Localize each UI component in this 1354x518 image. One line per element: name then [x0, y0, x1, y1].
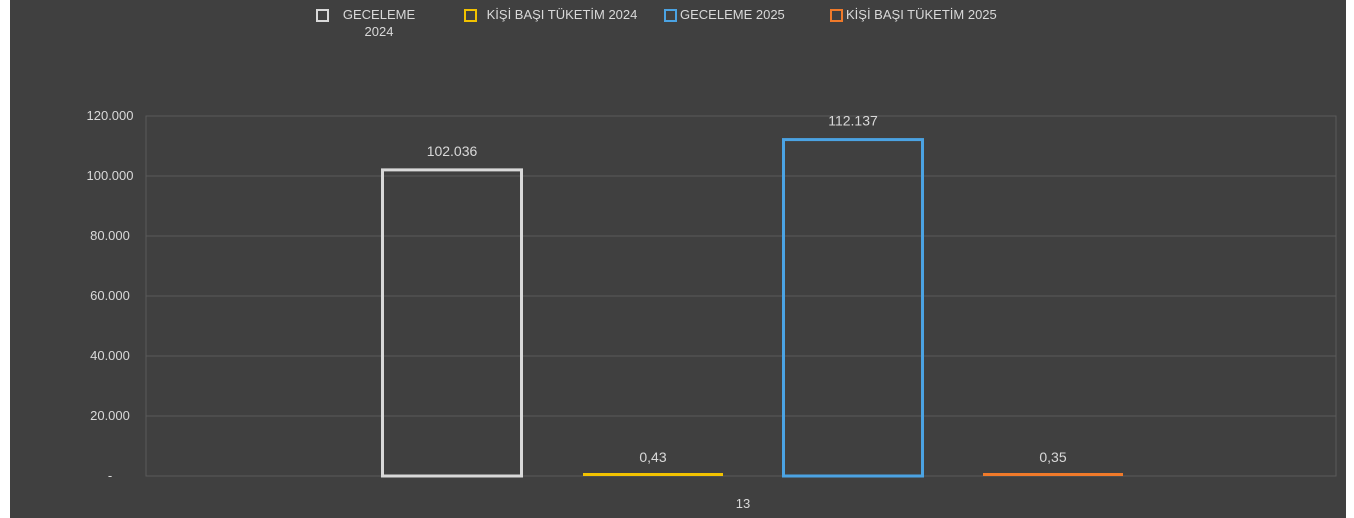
data-label-2: 112.137: [828, 113, 878, 129]
data-label-3: 0,35: [1039, 449, 1066, 465]
x-tick-label-0: 13: [736, 496, 750, 511]
legend-label-kisi-basi-2024: KİŞİ BAŞI TÜKETİM 2024: [486, 7, 638, 22]
legend-swatch-geceleme-2025: [664, 9, 677, 22]
y-tick-label-2: 40.000: [90, 348, 130, 363]
bar-chart: - 20.000 40.000 60.000 80.000 100.000 120.000 1…: [87, 108, 1337, 511]
bar-0: [381, 168, 523, 478]
legend-swatch-geceleme-2024: [316, 9, 329, 22]
y-tick-label-4: 80.000: [90, 228, 130, 243]
bar-2: [782, 138, 924, 478]
data-label-0: 102.036: [427, 143, 478, 159]
legend-swatch-kisi-basi-2025: [830, 9, 843, 22]
legend-label-geceleme-2024: GECELEME 2024: [342, 7, 416, 39]
legend-item-kisi-basi-2024: KİŞİ BAŞI TÜKETİM 2024: [464, 6, 644, 23]
y-tick-label-6: 120.000: [87, 108, 134, 123]
chart-panel: GECELEME 2024 KİŞİ BAŞI TÜKETİM 2024 GEC…: [10, 0, 1346, 518]
bar-3: [983, 473, 1123, 476]
chart-legend: GECELEME 2024 KİŞİ BAŞI TÜKETİM 2024 GEC…: [10, 6, 1346, 56]
legend-item-kisi-basi-2025: KİŞİ BAŞI TÜKETİM 2025: [830, 6, 1070, 23]
legend-swatch-kisi-basi-2024: [464, 9, 477, 22]
bar-1: [583, 473, 723, 476]
y-tick-label-3: 60.000: [90, 288, 130, 303]
legend-item-geceleme-2025: GECELEME 2025: [664, 6, 824, 23]
y-tick-label-5: 100.000: [87, 168, 134, 183]
legend-item-geceleme-2024: GECELEME 2024: [316, 6, 426, 40]
y-tick-label-0: -: [108, 468, 112, 483]
y-tick-label-1: 20.000: [90, 408, 130, 423]
legend-label-geceleme-2025: GECELEME 2025: [680, 7, 785, 22]
legend-label-kisi-basi-2025: KİŞİ BAŞI TÜKETİM 2025: [846, 7, 997, 22]
data-label-1: 0,43: [639, 449, 666, 465]
